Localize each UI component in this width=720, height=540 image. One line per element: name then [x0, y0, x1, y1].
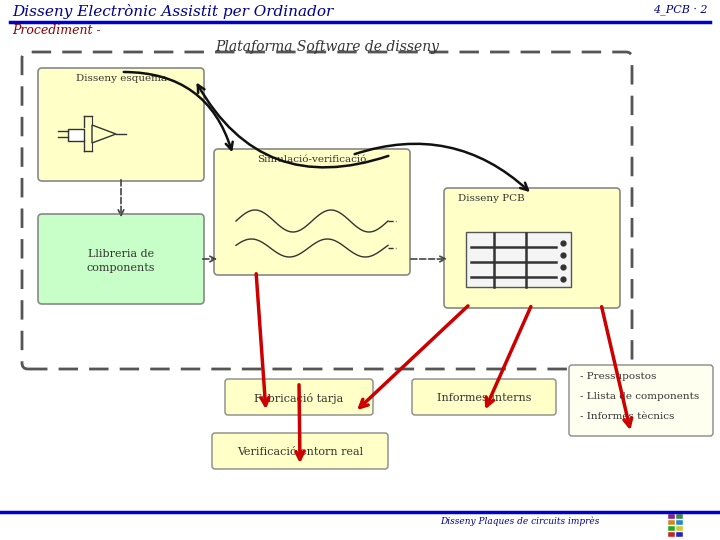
Bar — [668, 532, 675, 537]
Text: Procediment -: Procediment - — [12, 24, 101, 37]
Bar — [676, 520, 683, 525]
Bar — [676, 526, 683, 531]
Text: - Pressupostos: - Pressupostos — [580, 372, 657, 381]
FancyBboxPatch shape — [569, 365, 713, 436]
Text: Simulació-verificació: Simulació-verificació — [257, 155, 366, 164]
FancyBboxPatch shape — [444, 188, 620, 308]
Text: Disseny Electrònic Assistit per Ordinador: Disseny Electrònic Assistit per Ordinado… — [12, 4, 333, 19]
Bar — [668, 514, 675, 519]
Bar — [68, 129, 84, 141]
Bar — [676, 514, 683, 519]
Bar — [676, 532, 683, 537]
FancyBboxPatch shape — [38, 68, 204, 181]
Text: - Llista de components: - Llista de components — [580, 392, 699, 401]
Text: Disseny Plaques de circuits imprès: Disseny Plaques de circuits imprès — [440, 516, 599, 525]
Text: Informes interns: Informes interns — [437, 393, 531, 403]
Bar — [668, 526, 675, 531]
FancyBboxPatch shape — [214, 149, 410, 275]
Bar — [668, 520, 675, 525]
Text: Llibreria de
components: Llibreria de components — [86, 249, 156, 273]
FancyBboxPatch shape — [38, 214, 204, 304]
Text: Disseny PCB: Disseny PCB — [458, 194, 525, 203]
Bar — [466, 232, 571, 287]
Text: Disseny esquema: Disseny esquema — [76, 74, 166, 83]
FancyBboxPatch shape — [212, 433, 388, 469]
FancyBboxPatch shape — [225, 379, 373, 415]
FancyBboxPatch shape — [412, 379, 556, 415]
Text: 4_PCB · 2: 4_PCB · 2 — [654, 4, 708, 15]
Text: Verificació entorn real: Verificació entorn real — [237, 447, 363, 457]
Text: Plataforma Software de disseny: Plataforma Software de disseny — [215, 40, 439, 54]
Text: Fabricació tarja: Fabricació tarja — [254, 393, 343, 403]
Text: - Informes tècnics: - Informes tècnics — [580, 412, 675, 421]
